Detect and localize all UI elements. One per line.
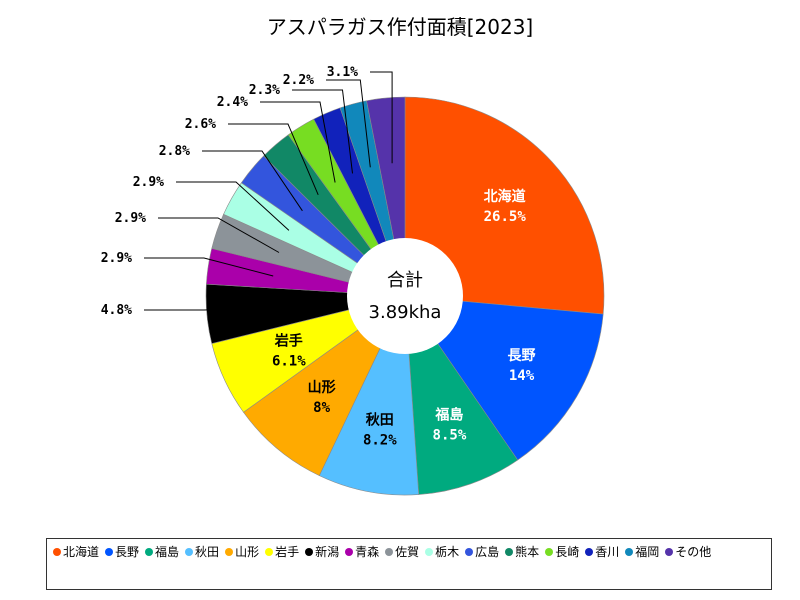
slice-outer-label: 3.1% <box>327 65 358 80</box>
legend-label: 福岡 <box>635 545 660 559</box>
legend-label: 長野 <box>115 545 140 559</box>
legend-marker-icon <box>105 548 114 556</box>
legend-marker-icon <box>305 548 314 556</box>
leader-line <box>228 123 319 195</box>
slice-outer-label: 2.3% <box>249 83 280 98</box>
legend: 北海道 長野 福島 秋田 山形 岩手 新潟 青森 佐賀 栃木 広島 熊本 長崎 香川 福岡 その他 <box>46 538 772 590</box>
legend-marker-icon <box>425 548 434 556</box>
legend-label: 栃木 <box>435 545 460 559</box>
slice-outer-label: 2.2% <box>283 73 314 88</box>
slice-name-label: 北海道 <box>484 188 526 205</box>
leader-line <box>260 101 336 183</box>
legend-marker-icon <box>385 548 394 556</box>
legend-label: 香川 <box>595 545 620 559</box>
slice-outer-label: 2.9% <box>101 251 132 266</box>
legend-label: 新潟 <box>315 545 340 559</box>
leader-line <box>144 307 273 311</box>
leader-line <box>370 71 393 164</box>
legend-marker-icon <box>53 548 61 556</box>
legend-marker-icon <box>145 548 154 556</box>
legend-marker-icon <box>225 548 234 556</box>
legend-item: 長崎 <box>545 542 579 563</box>
leader-line <box>326 79 371 168</box>
legend-marker-icon <box>185 548 194 556</box>
legend-item: その他 <box>665 542 711 563</box>
legend-label: 秋田 <box>195 545 220 559</box>
legend-label: 福島 <box>155 545 180 559</box>
slice-name-label: 岩手 <box>274 333 303 350</box>
legend-item: 佐賀 <box>385 542 419 563</box>
legend-marker-icon <box>585 548 594 556</box>
legend-item: 新潟 <box>305 542 339 563</box>
slice-value-label: 8% <box>313 400 330 416</box>
slice-outer-label: 2.4% <box>217 95 248 110</box>
slice-outer-label: 2.9% <box>115 211 146 226</box>
legend-label: 佐賀 <box>395 545 420 559</box>
slice-value-label: 14% <box>509 368 535 384</box>
slice-outer-label: 2.6% <box>185 117 216 132</box>
legend-item: 福岡 <box>625 542 659 563</box>
legend-label: 長崎 <box>555 545 580 559</box>
legend-item: 福島 <box>145 542 179 563</box>
slice-outer-label: 2.8% <box>159 144 190 159</box>
slice-name-label: 福島 <box>434 407 463 424</box>
leader-line <box>158 217 280 253</box>
leader-line <box>292 89 353 174</box>
legend-label: その他 <box>675 545 712 559</box>
center-label: 合計 <box>387 270 423 291</box>
legend-item: 長野 <box>105 542 139 563</box>
slice-name-label: 長野 <box>508 348 536 364</box>
legend-marker-icon <box>465 548 474 556</box>
legend-item: 広島 <box>465 542 499 563</box>
chart-title: アスパラガス作付面積[2023] <box>267 15 534 39</box>
slice-value-label: 8.5% <box>433 428 467 444</box>
legend-item: 青森 <box>345 542 379 563</box>
slice-value-label: 8.2% <box>363 433 397 449</box>
legend-item: 秋田 <box>185 542 219 563</box>
slice-outer-label: 4.8% <box>101 303 132 318</box>
legend-label: 岩手 <box>275 545 300 559</box>
legend-item: 香川 <box>585 542 619 563</box>
legend-label: 山形 <box>235 545 260 559</box>
legend-item: 岩手 <box>265 542 299 563</box>
leader-line <box>144 257 274 277</box>
legend-item: 北海道 <box>53 542 99 563</box>
legend-item: 熊本 <box>505 542 539 563</box>
slice-北海道 <box>404 96 605 315</box>
legend-marker-icon <box>545 548 554 556</box>
legend-item: 山形 <box>225 542 259 563</box>
leader-line <box>202 150 303 212</box>
legend-item: 栃木 <box>425 542 459 563</box>
leader-lines <box>144 71 393 311</box>
legend-marker-icon <box>665 548 674 556</box>
donut-hole <box>347 238 463 354</box>
legend-label: 青森 <box>355 545 380 559</box>
legend-label: 北海道 <box>63 545 100 559</box>
slice-value-label: 26.5% <box>484 209 527 225</box>
slice-長野 <box>404 295 604 461</box>
leader-line <box>176 181 290 231</box>
slice-山形 <box>243 295 406 477</box>
legend-label: 熊本 <box>515 545 540 559</box>
slice-name-label: 秋田 <box>366 412 394 429</box>
slice-outer-label: 2.9% <box>133 175 164 190</box>
slice-value-label: 6.1% <box>272 354 306 370</box>
legend-marker-icon <box>625 548 634 556</box>
legend-marker-icon <box>505 548 514 556</box>
slice-name-label: 山形 <box>308 379 336 396</box>
legend-marker-icon <box>345 548 354 556</box>
slice-labels: 北海道 26.5% 長野 14% 福島 8.5% 秋田 8.2% 山形 8% 岩手 6.1% 4.8% 2… <box>101 65 536 449</box>
center-value: 3.89kha <box>369 302 442 323</box>
legend-label: 広島 <box>475 545 500 559</box>
legend-marker-icon <box>265 548 274 556</box>
